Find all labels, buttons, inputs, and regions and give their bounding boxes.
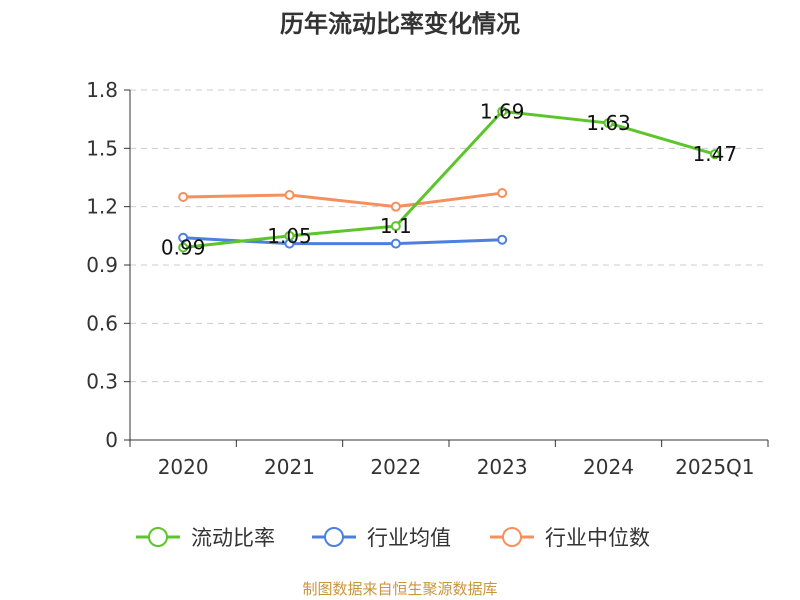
x-tick-label: 2022 <box>370 455 421 479</box>
data-label: 1.05 <box>267 224 312 248</box>
data-point[interactable] <box>390 221 401 232</box>
data-point[interactable] <box>603 118 614 129</box>
x-tick-label: 2024 <box>583 455 634 479</box>
y-tick-label: 0.3 <box>86 370 118 394</box>
axes: 0 0.3 0.6 0.9 1.2 1.5 1.8 2020 2021 2022 2023 2024 2… <box>86 78 769 479</box>
grid <box>130 89 768 383</box>
legend-label: 流动比率 <box>191 526 275 550</box>
data-label: 0.99 <box>161 236 206 260</box>
legend-marker-icon <box>324 527 344 547</box>
data-point[interactable] <box>178 191 189 202</box>
data-label: 1.1 <box>380 214 412 238</box>
y-tick-label: 1.5 <box>86 136 118 160</box>
data-label: 1.47 <box>693 142 738 166</box>
data-point[interactable] <box>284 190 295 200</box>
legend-item[interactable]: 行业中位数 <box>490 526 650 550</box>
y-tick-label: 0 <box>105 428 118 452</box>
data-point[interactable] <box>178 242 189 253</box>
data-point[interactable] <box>497 188 508 199</box>
legend[interactable]: 流动比率 行业均值 行业中位数 <box>136 526 650 550</box>
series <box>178 106 720 253</box>
data-point[interactable] <box>709 149 720 160</box>
legend-marker-icon <box>502 527 522 547</box>
x-tick-label: 2023 <box>477 455 528 479</box>
x-tick-label: 2020 <box>158 455 209 479</box>
data-labels: 0.99 1.05 1.1 1.69 1.63 1.47 <box>161 99 737 259</box>
series-line <box>183 109 716 249</box>
data-label: 1.69 <box>480 99 525 123</box>
data-point[interactable] <box>178 232 189 243</box>
x-tick-label: 2025Q1 <box>675 455 754 479</box>
data-point[interactable] <box>390 201 401 212</box>
data-point[interactable] <box>497 106 508 117</box>
source-note: 制图数据来自恒生聚源数据库 <box>302 580 497 598</box>
legend-item[interactable]: 行业均值 <box>312 526 451 550</box>
y-tick-label: 0.6 <box>86 311 118 335</box>
data-label: 1.63 <box>586 111 631 135</box>
chart-title: 历年流动比率变化情况 <box>280 10 520 38</box>
y-tick-label: 1.2 <box>86 195 118 219</box>
y-tick-label: 1.8 <box>86 78 118 102</box>
series-line <box>183 191 503 209</box>
legend-label: 行业均值 <box>367 526 451 550</box>
data-point[interactable] <box>390 238 401 249</box>
data-point[interactable] <box>497 234 508 245</box>
data-point[interactable] <box>284 230 295 241</box>
y-tick-label: 0.9 <box>86 253 118 277</box>
legend-label: 行业中位数 <box>545 526 650 550</box>
x-tick-label: 2021 <box>264 455 315 479</box>
legend-item[interactable]: 流动比率 <box>136 526 275 550</box>
legend-marker-icon <box>148 527 168 547</box>
